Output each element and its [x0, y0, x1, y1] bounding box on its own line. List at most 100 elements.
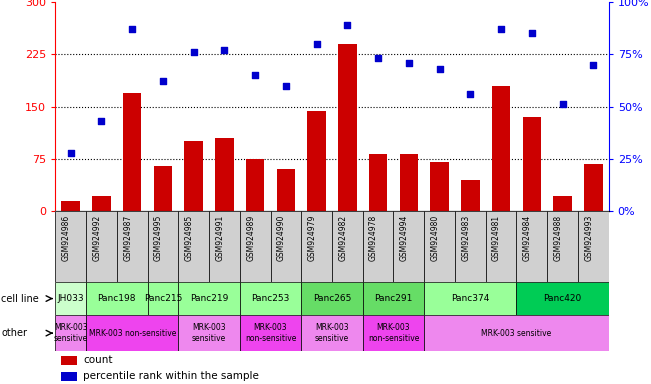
Point [404, 60, 414, 66]
Bar [148, 282, 178, 315]
Bar [363, 282, 424, 315]
Point [219, 47, 230, 53]
Text: GSM924991: GSM924991 [215, 215, 225, 261]
Bar [516, 282, 609, 315]
Bar [332, 211, 363, 282]
Text: cell line: cell line [1, 293, 39, 304]
Text: GSM924992: GSM924992 [92, 215, 102, 261]
Bar [455, 211, 486, 282]
Point [434, 66, 445, 72]
Bar [301, 315, 363, 351]
Bar [338, 44, 357, 211]
Bar [178, 315, 240, 351]
Bar [271, 211, 301, 282]
Bar [393, 211, 424, 282]
Bar [363, 315, 424, 351]
Point [66, 149, 76, 156]
Text: MRK-003
sensitive: MRK-003 sensitive [53, 323, 88, 343]
Bar [117, 211, 148, 282]
Bar [240, 315, 301, 351]
Text: GSM924985: GSM924985 [185, 215, 194, 261]
Text: Panc253: Panc253 [251, 294, 290, 303]
Text: MRK-003
non-sensitive: MRK-003 non-sensitive [368, 323, 419, 343]
Text: Panc219: Panc219 [190, 294, 229, 303]
Text: Panc198: Panc198 [98, 294, 136, 303]
Text: JH033: JH033 [57, 294, 84, 303]
Point [281, 83, 291, 89]
Bar [123, 93, 141, 211]
Text: GSM924986: GSM924986 [62, 215, 71, 261]
Point [127, 26, 137, 32]
Point [342, 22, 353, 28]
Text: GSM924981: GSM924981 [492, 215, 501, 261]
Text: GSM924983: GSM924983 [462, 215, 470, 261]
Bar [424, 282, 516, 315]
Bar [523, 117, 541, 211]
Bar [553, 196, 572, 211]
Bar [184, 141, 203, 211]
Bar [430, 162, 449, 211]
Text: percentile rank within the sample: percentile rank within the sample [83, 371, 259, 381]
Text: MRK-003 non-sensitive: MRK-003 non-sensitive [89, 329, 176, 338]
Bar [61, 201, 80, 211]
Point [588, 61, 598, 68]
Text: MRK-003 sensitive: MRK-003 sensitive [481, 329, 551, 338]
Point [189, 49, 199, 55]
Text: Panc291: Panc291 [374, 294, 413, 303]
Bar [301, 282, 363, 315]
Bar [461, 180, 480, 211]
Bar [86, 211, 117, 282]
Bar [363, 211, 393, 282]
Point [496, 26, 506, 32]
Bar [55, 211, 86, 282]
Bar [400, 154, 418, 211]
Text: Panc420: Panc420 [544, 294, 582, 303]
Point [557, 101, 568, 108]
Bar [369, 154, 387, 211]
Text: other: other [1, 328, 27, 338]
Point [158, 78, 168, 84]
Text: GSM924982: GSM924982 [339, 215, 348, 261]
Bar [86, 282, 148, 315]
Text: GSM924993: GSM924993 [585, 215, 593, 261]
Text: Panc374: Panc374 [451, 294, 490, 303]
Bar [301, 211, 332, 282]
Text: GSM924978: GSM924978 [369, 215, 378, 261]
Text: GSM924984: GSM924984 [523, 215, 532, 261]
Text: GSM924988: GSM924988 [553, 215, 562, 261]
Bar [61, 372, 77, 381]
Bar [492, 86, 510, 211]
Bar [277, 169, 295, 211]
Text: MRK-003
non-sensitive: MRK-003 non-sensitive [245, 323, 296, 343]
Text: GSM924979: GSM924979 [308, 215, 316, 261]
Point [373, 55, 383, 61]
Text: GSM924990: GSM924990 [277, 215, 286, 261]
Bar [240, 211, 271, 282]
Bar [215, 138, 234, 211]
Bar [516, 211, 547, 282]
Point [465, 91, 475, 97]
Text: Panc215: Panc215 [144, 294, 182, 303]
Bar [61, 356, 77, 365]
Text: Panc265: Panc265 [313, 294, 351, 303]
Bar [148, 211, 178, 282]
Text: GSM924989: GSM924989 [246, 215, 255, 261]
Text: MRK-003
sensitive: MRK-003 sensitive [315, 323, 349, 343]
Bar [424, 211, 455, 282]
Bar [246, 159, 264, 211]
Bar [92, 196, 111, 211]
Bar [578, 211, 609, 282]
Bar [154, 166, 172, 211]
Bar [584, 164, 603, 211]
Text: GSM924987: GSM924987 [123, 215, 132, 261]
Text: GSM924994: GSM924994 [400, 215, 409, 261]
Point [311, 41, 322, 47]
Text: GSM924995: GSM924995 [154, 215, 163, 261]
Point [96, 118, 107, 124]
Bar [307, 111, 326, 211]
Bar [55, 282, 86, 315]
Text: count: count [83, 356, 113, 366]
Bar [178, 282, 240, 315]
Text: GSM924980: GSM924980 [430, 215, 439, 261]
Bar [547, 211, 578, 282]
